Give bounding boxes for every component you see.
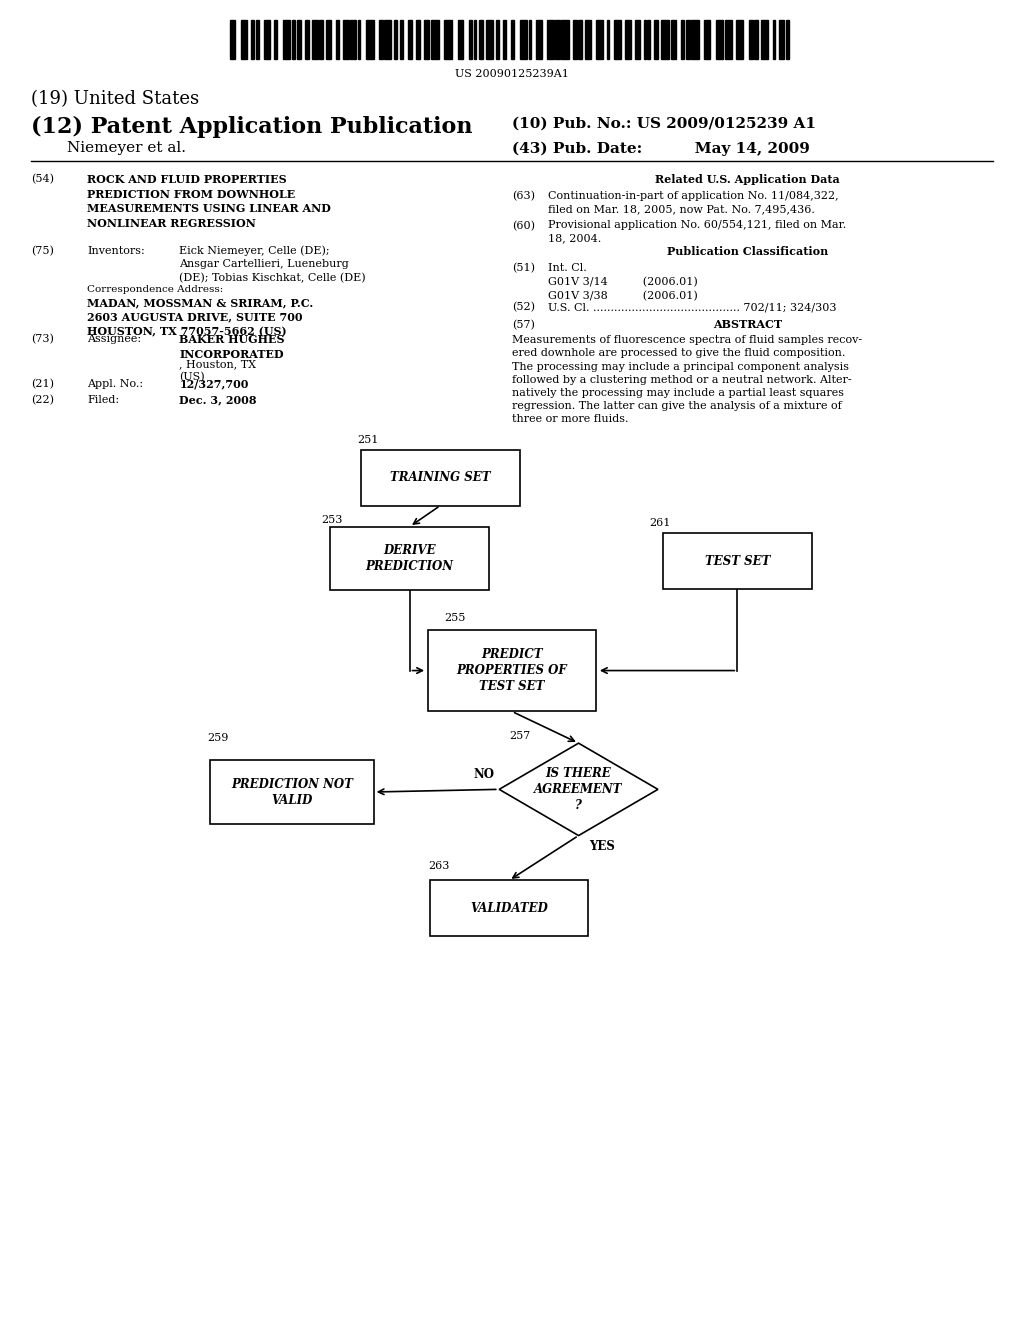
Text: (43) Pub. Date:          May 14, 2009: (43) Pub. Date: May 14, 2009 <box>512 141 810 156</box>
Text: Correspondence Address:: Correspondence Address: <box>87 285 223 294</box>
Text: (57): (57) <box>512 319 535 330</box>
Text: IS THERE
AGREEMENT
?: IS THERE AGREEMENT ? <box>535 767 623 812</box>
FancyBboxPatch shape <box>330 527 489 590</box>
Text: US 20090125239A1: US 20090125239A1 <box>455 69 569 79</box>
Text: NO: NO <box>473 768 495 781</box>
Text: Related U.S. Application Data: Related U.S. Application Data <box>655 174 840 185</box>
Bar <box>379 20 383 59</box>
Bar <box>256 20 258 59</box>
Polygon shape <box>499 743 657 836</box>
Bar <box>384 20 391 59</box>
Text: (12) Patent Application Publication: (12) Patent Application Publication <box>31 116 472 139</box>
Text: BAKER HUGHES
INCORPORATED: BAKER HUGHES INCORPORATED <box>179 334 285 359</box>
Text: (52): (52) <box>512 302 535 313</box>
Bar <box>431 20 439 59</box>
Bar <box>230 20 234 59</box>
Text: 253: 253 <box>322 515 343 525</box>
Text: ROCK AND FLUID PROPERTIES
PREDICTION FROM DOWNHOLE
MEASUREMENTS USING LINEAR AND: ROCK AND FLUID PROPERTIES PREDICTION FRO… <box>87 174 331 230</box>
Text: Int. Cl.
G01V 3/14          (2006.01)
G01V 3/38          (2006.01): Int. Cl. G01V 3/14 (2006.01) G01V 3/38 (… <box>548 263 697 301</box>
Bar <box>264 20 269 59</box>
Bar <box>625 20 632 59</box>
Bar <box>662 20 669 59</box>
Text: Continuation-in-part of application No. 11/084,322,
filed on Mar. 18, 2005, now : Continuation-in-part of application No. … <box>548 191 839 215</box>
Bar <box>716 20 723 59</box>
Bar <box>458 20 464 59</box>
Text: Appl. No.:: Appl. No.: <box>87 379 143 389</box>
Bar <box>283 20 290 59</box>
FancyBboxPatch shape <box>430 880 588 936</box>
Bar <box>653 20 657 59</box>
Bar <box>606 20 609 59</box>
Bar <box>705 20 711 59</box>
Bar <box>485 20 493 59</box>
Bar <box>643 20 646 59</box>
Bar <box>469 20 472 59</box>
Text: Assignee:: Assignee: <box>87 334 141 345</box>
Text: Inventors:: Inventors: <box>87 246 144 256</box>
Text: 261: 261 <box>649 517 671 528</box>
Bar <box>681 20 684 59</box>
Text: VALIDATED: VALIDATED <box>470 902 548 915</box>
Text: 251: 251 <box>357 434 379 445</box>
Text: 12/327,700: 12/327,700 <box>179 379 249 389</box>
Bar <box>511 20 514 59</box>
Bar <box>479 20 483 59</box>
Bar <box>785 20 788 59</box>
Text: Provisional application No. 60/554,121, filed on Mar.
18, 2004.: Provisional application No. 60/554,121, … <box>548 220 846 244</box>
Bar <box>536 20 543 59</box>
Text: (51): (51) <box>512 263 535 273</box>
Bar <box>761 20 768 59</box>
Bar <box>520 20 526 59</box>
Bar <box>635 20 640 59</box>
Text: (54): (54) <box>31 174 53 185</box>
Bar <box>755 20 758 59</box>
Text: , Houston, TX
(US): , Houston, TX (US) <box>179 359 256 383</box>
Text: (73): (73) <box>31 334 53 345</box>
Text: PREDICTION NOT
VALID: PREDICTION NOT VALID <box>230 777 353 807</box>
Text: (10) Pub. No.: US 2009/0125239 A1: (10) Pub. No.: US 2009/0125239 A1 <box>512 116 816 131</box>
FancyBboxPatch shape <box>210 760 374 824</box>
Bar <box>350 20 355 59</box>
Bar <box>251 20 254 59</box>
Text: 257: 257 <box>509 730 530 741</box>
Bar <box>614 20 621 59</box>
Text: 263: 263 <box>428 861 450 871</box>
Text: DERIVE
PREDICTION: DERIVE PREDICTION <box>366 544 454 573</box>
Text: Dec. 3, 2008: Dec. 3, 2008 <box>179 395 257 405</box>
Text: MADAN, MOSSMAN & SRIRAM, P.C.
2603 AUGUSTA DRIVE, SUITE 700
HOUSTON, TX 77057-56: MADAN, MOSSMAN & SRIRAM, P.C. 2603 AUGUS… <box>87 297 313 337</box>
Bar <box>749 20 753 59</box>
Text: 259: 259 <box>207 733 228 743</box>
Bar <box>773 20 775 59</box>
Text: (19) United States: (19) United States <box>31 90 199 108</box>
Bar <box>357 20 360 59</box>
Text: Filed:: Filed: <box>87 395 119 405</box>
Bar <box>297 20 301 59</box>
Bar <box>336 20 339 59</box>
Text: TEST SET: TEST SET <box>705 554 770 568</box>
Bar <box>496 20 500 59</box>
Text: Measurements of fluorescence spectra of fluid samples recov-
ered downhole are p: Measurements of fluorescence spectra of … <box>512 335 862 425</box>
Bar <box>343 20 348 59</box>
Text: Publication Classification: Publication Classification <box>667 246 828 256</box>
Text: (60): (60) <box>512 220 535 231</box>
Text: (75): (75) <box>31 246 53 256</box>
Text: (63): (63) <box>512 191 535 202</box>
Bar <box>444 20 453 59</box>
Bar <box>725 20 732 59</box>
Bar <box>528 20 530 59</box>
Bar <box>394 20 396 59</box>
Bar <box>672 20 676 59</box>
Bar <box>366 20 374 59</box>
Bar <box>686 20 689 59</box>
Bar <box>241 20 247 59</box>
Bar <box>474 20 476 59</box>
Bar <box>555 20 559 59</box>
Bar <box>647 20 649 59</box>
Text: 255: 255 <box>444 612 466 623</box>
Bar <box>311 20 317 59</box>
Text: ABSTRACT: ABSTRACT <box>713 319 782 330</box>
Bar <box>274 20 276 59</box>
FancyBboxPatch shape <box>664 533 811 589</box>
Bar <box>585 20 592 59</box>
Bar <box>319 20 324 59</box>
